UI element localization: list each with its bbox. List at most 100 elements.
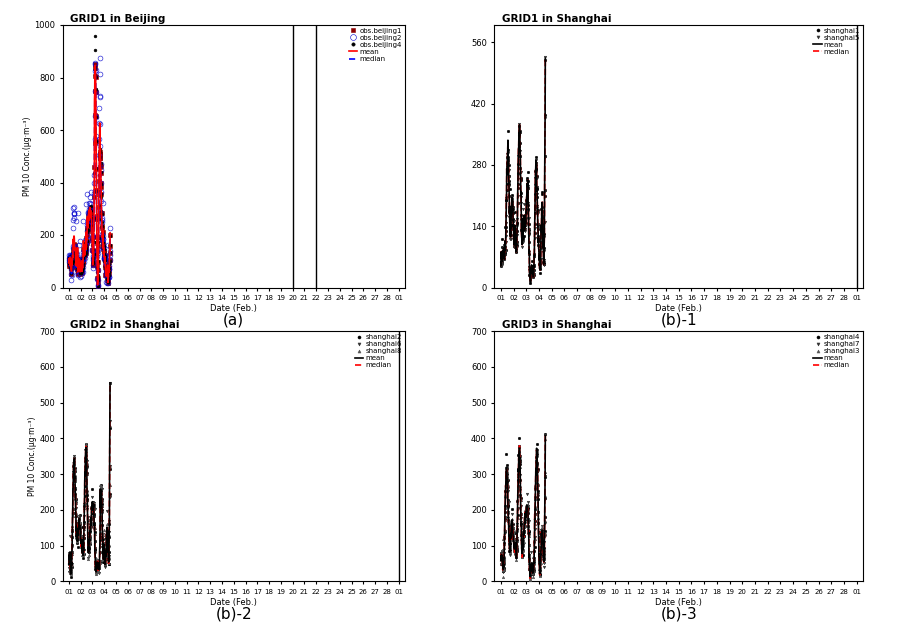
median <box>104 379 115 386</box>
obs.beijing2 <box>67 242 78 250</box>
shanghai6 <box>69 468 80 476</box>
shanghai4 <box>500 516 511 523</box>
Line: shanghai2: shanghai2 <box>67 381 111 578</box>
shanghai8 <box>69 472 80 480</box>
mean <box>90 62 101 69</box>
shanghai7 <box>540 431 551 438</box>
shanghai2 <box>66 573 76 581</box>
obs.beijing2 <box>93 282 103 290</box>
shanghai4 <box>539 544 549 552</box>
obs.beijing4 <box>104 232 115 239</box>
Line: obs.beijing2: obs.beijing2 <box>67 55 112 289</box>
median <box>93 282 103 290</box>
shanghai5 <box>509 229 520 237</box>
median <box>502 472 512 479</box>
shanghai7 <box>500 514 511 522</box>
mean <box>74 256 85 263</box>
shanghai6 <box>74 523 85 531</box>
mean <box>69 246 80 253</box>
shanghai3 <box>499 541 510 548</box>
Line: shanghai8: shanghai8 <box>67 381 111 575</box>
Text: (b)-1: (b)-1 <box>661 312 697 328</box>
shanghai6 <box>64 568 75 576</box>
obs.beijing2 <box>94 54 105 61</box>
median <box>525 279 536 286</box>
median <box>500 516 511 523</box>
shanghai2 <box>64 557 75 564</box>
Line: mean: mean <box>501 58 546 282</box>
shanghai4 <box>540 430 551 437</box>
shanghai2 <box>104 379 115 386</box>
mean <box>103 544 114 552</box>
mean <box>64 561 75 568</box>
median <box>499 534 510 542</box>
mean <box>67 255 77 262</box>
shanghai4 <box>534 571 545 579</box>
mean <box>76 539 87 546</box>
mean <box>507 524 518 532</box>
median <box>76 540 87 548</box>
Y-axis label: PM 10 Conc.(μg·m⁻³): PM 10 Conc.(μg·m⁻³) <box>28 416 37 496</box>
obs.beijing4 <box>67 254 78 261</box>
mean <box>525 279 536 286</box>
shanghai2 <box>67 506 78 513</box>
Line: mean: mean <box>501 436 546 577</box>
shanghai3 <box>495 559 506 566</box>
shanghai4 <box>495 556 506 563</box>
obs.beijing2 <box>103 273 114 281</box>
mean <box>64 258 75 266</box>
median <box>69 245 80 252</box>
shanghai5 <box>539 248 549 255</box>
shanghai7 <box>495 556 506 564</box>
Text: GRID1 in Shanghai: GRID1 in Shanghai <box>502 14 611 24</box>
shanghai6 <box>76 538 87 545</box>
Legend: shanghai1, shanghai5, mean, median: shanghai1, shanghai5, mean, median <box>812 26 861 56</box>
mean <box>507 199 518 207</box>
shanghai3 <box>502 472 512 479</box>
shanghai5 <box>540 53 551 61</box>
median <box>67 526 78 534</box>
mean <box>67 525 78 532</box>
shanghai3 <box>540 435 551 442</box>
shanghai6 <box>103 542 114 550</box>
shanghai1 <box>540 56 551 64</box>
mean <box>69 474 80 482</box>
shanghai5 <box>495 256 506 264</box>
Line: shanghai7: shanghai7 <box>500 433 547 580</box>
shanghai2 <box>69 474 80 481</box>
X-axis label: Date (Feb.): Date (Feb.) <box>655 598 702 607</box>
obs.beijing2 <box>69 245 80 252</box>
obs.beijing4 <box>74 266 85 274</box>
obs.beijing4 <box>103 260 114 268</box>
mean <box>539 246 549 253</box>
median <box>69 474 80 481</box>
Line: shanghai5: shanghai5 <box>500 56 547 282</box>
mean <box>525 573 536 581</box>
mean <box>509 230 520 238</box>
shanghai8 <box>67 522 78 530</box>
median <box>103 542 114 550</box>
Line: median: median <box>501 58 546 282</box>
shanghai3 <box>500 516 511 523</box>
shanghai4 <box>509 535 520 542</box>
shanghai7 <box>539 551 549 559</box>
obs.beijing4 <box>76 262 87 270</box>
shanghai8 <box>66 570 76 578</box>
median <box>64 557 75 564</box>
mean <box>495 557 506 564</box>
shanghai2 <box>76 541 87 549</box>
median <box>507 199 518 207</box>
obs.beijing4 <box>89 12 100 20</box>
mean <box>540 432 551 439</box>
obs.beijing1 <box>74 264 85 271</box>
mean <box>75 522 85 530</box>
shanghai1 <box>502 170 512 177</box>
shanghai1 <box>500 247 511 254</box>
Line: shanghai1: shanghai1 <box>500 59 547 284</box>
Legend: shanghai2, shanghai6, shanghai8, mean, median: shanghai2, shanghai6, shanghai8, mean, m… <box>353 332 403 369</box>
shanghai6 <box>104 379 115 387</box>
shanghai7 <box>509 548 520 556</box>
X-axis label: Date (Feb.): Date (Feb.) <box>210 304 257 313</box>
median <box>499 256 510 263</box>
median <box>509 230 520 238</box>
